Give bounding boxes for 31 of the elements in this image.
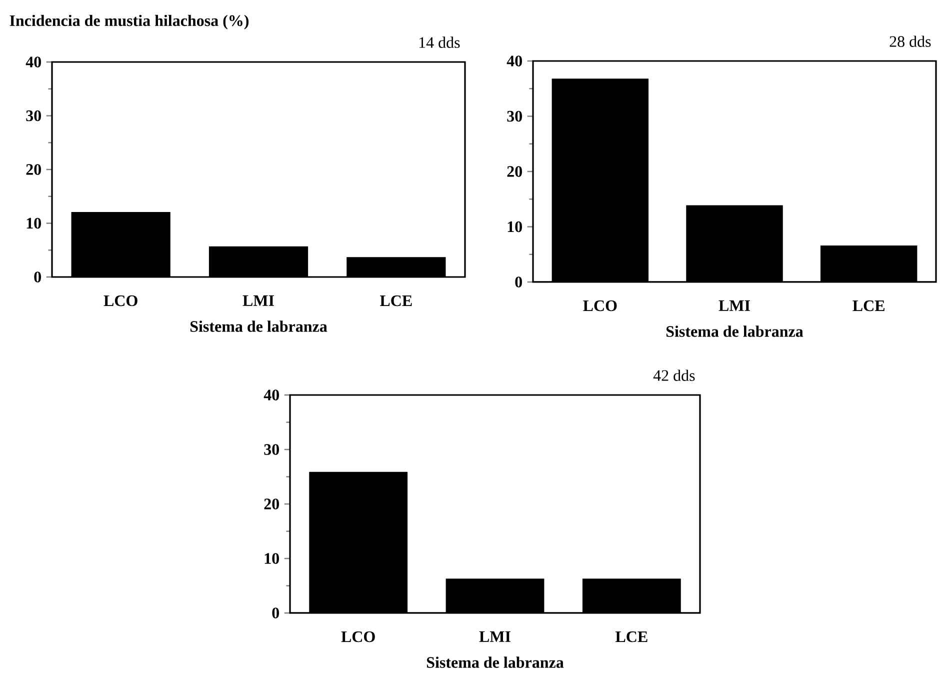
chart-title: 14 dds (419, 36, 460, 48)
y-tick-label: 40 (506, 56, 522, 66)
x-axis-title: Sistema de labranza (666, 326, 804, 337)
y-tick-label: 20 (264, 498, 279, 510)
y-axis-title: Incidencia de mustia hilachosa (%) (10, 14, 249, 30)
y-tick-label: 40 (26, 56, 41, 68)
chart-title: 28 dds (890, 36, 931, 47)
y-tick-label: 30 (264, 444, 279, 455)
y-tick-label: 20 (26, 164, 41, 175)
x-tick-label: LMI (242, 295, 274, 306)
y-tick-label: 10 (26, 218, 41, 229)
x-tick-label: LCO (583, 300, 617, 312)
x-tick-label: LCE (852, 300, 884, 312)
y-tick-label: 20 (507, 166, 522, 177)
x-tick-label: LCO (341, 631, 375, 642)
y-tick-label: 10 (264, 553, 279, 564)
chart-title: 42 dds (653, 370, 695, 381)
x-tick-label: LMI (479, 631, 510, 642)
y-tick-label: 0 (34, 272, 41, 282)
x-axis-title: Sistema de labranza (426, 656, 564, 668)
y-tick-label: 30 (26, 110, 41, 122)
y-tick-label: 10 (508, 221, 522, 232)
x-axis-title: Sistema de labranza (190, 320, 328, 332)
y-tick-label: 30 (507, 110, 522, 122)
x-tick-label: LCE (615, 631, 648, 642)
x-tick-label: LMI (718, 300, 750, 311)
y-tick-label: 0 (272, 608, 279, 618)
y-tick-label: 40 (264, 390, 279, 400)
y-tick-label: 0 (515, 276, 522, 288)
x-tick-label: LCO (104, 295, 138, 306)
x-tick-label: LCE (380, 295, 412, 306)
